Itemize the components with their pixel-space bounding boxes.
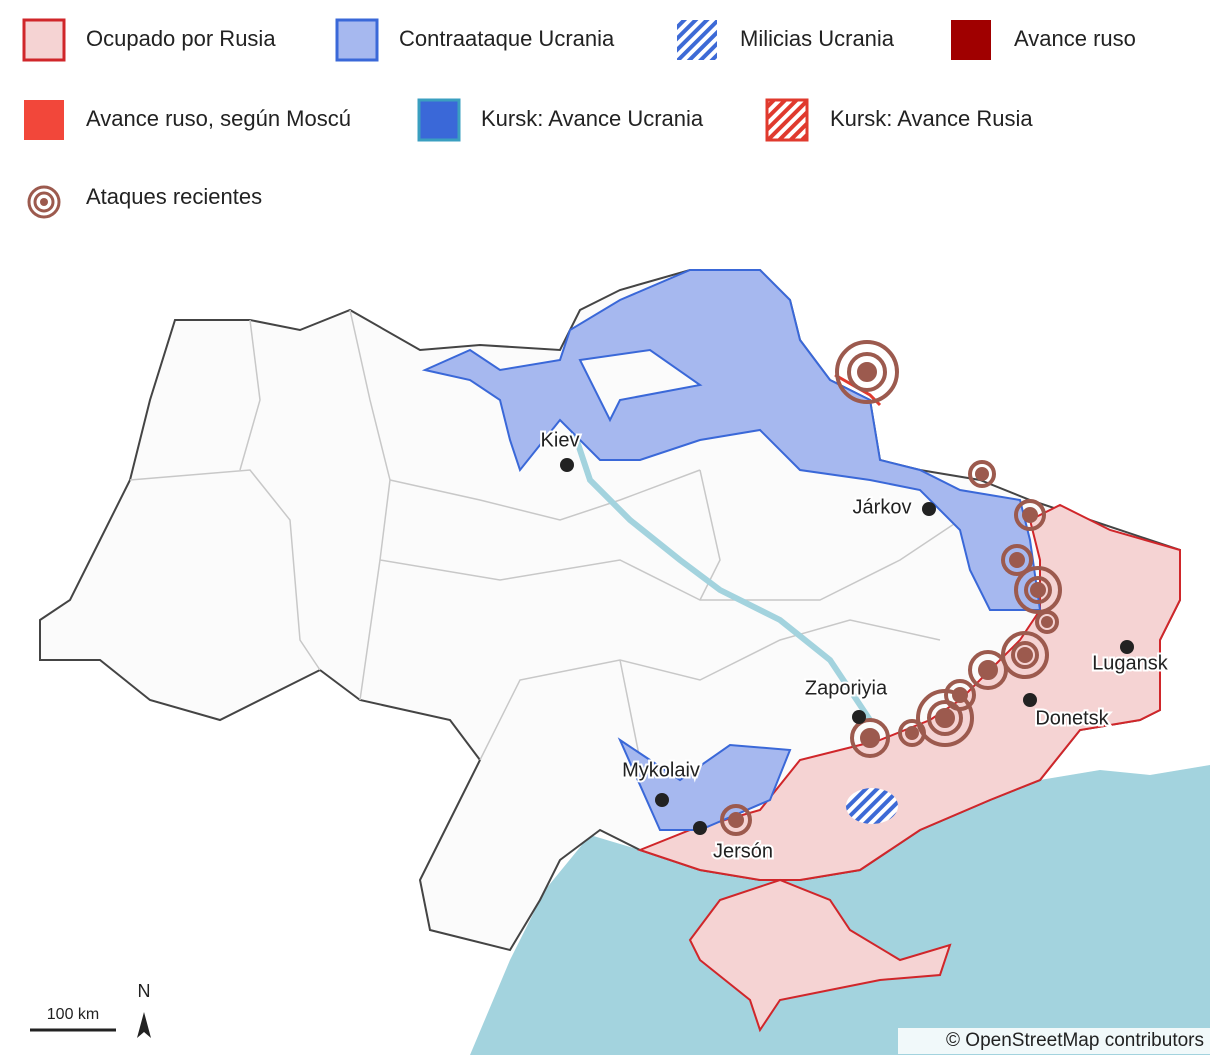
city-label: Mykolaiv [622, 759, 700, 781]
legend-label: Milicias Ucrania [740, 26, 895, 51]
sea [470, 765, 1210, 1055]
swatch-kursk-ua [417, 98, 461, 142]
river [557, 359, 873, 722]
city-label: Lugansk [1092, 652, 1169, 674]
city-dots [560, 458, 1134, 835]
swatch-kursk-ru [765, 98, 809, 142]
legend-label: Avance ruso [1014, 26, 1136, 51]
north-label: N [138, 981, 151, 1001]
attribution: © OpenStreetMap contributors [946, 1030, 1204, 1051]
legend-label: Kursk: Avance Rusia [830, 106, 1033, 131]
city-label: Járkov [853, 496, 912, 518]
regions [129, 309, 961, 761]
legend-label: Contraataque Ucrania [399, 26, 615, 51]
city-label: Zaporiyia [805, 677, 888, 699]
city-label: Jersón [713, 840, 773, 862]
crimea [688, 878, 952, 1033]
legend-label: Avance ruso, según Moscú [86, 106, 351, 131]
scale-label: 100 km [47, 1006, 99, 1023]
attribution-bg [898, 1028, 1212, 1054]
swatch-occupied [22, 18, 66, 62]
swatch-advance [951, 20, 991, 60]
map: Kiev Járkov Zaporiyia Mykolaiv Jersón Do… [39, 269, 1210, 1055]
city-label: Kiev [541, 429, 580, 451]
attacks [720, 340, 1062, 836]
city-label: Donetsk [1035, 707, 1109, 729]
north-arrow [137, 1012, 151, 1038]
swatch-counter [335, 18, 379, 62]
militia-area [846, 788, 898, 824]
counteroffensive-north [421, 269, 1042, 611]
swatch-attacks [27, 185, 61, 219]
swatch-advance-moscow [24, 100, 64, 140]
legend-label: Kursk: Avance Ucrania [481, 106, 704, 131]
counteroffensive-south [617, 737, 792, 831]
legend-label: Ocupado por Rusia [86, 26, 276, 51]
swatch-militia [677, 20, 717, 60]
legend-label: Ataques recientes [86, 184, 262, 209]
legend: Ocupado por Rusia Contraataque Ucrania M… [22, 18, 1136, 219]
uncontested-pocket [578, 348, 703, 423]
